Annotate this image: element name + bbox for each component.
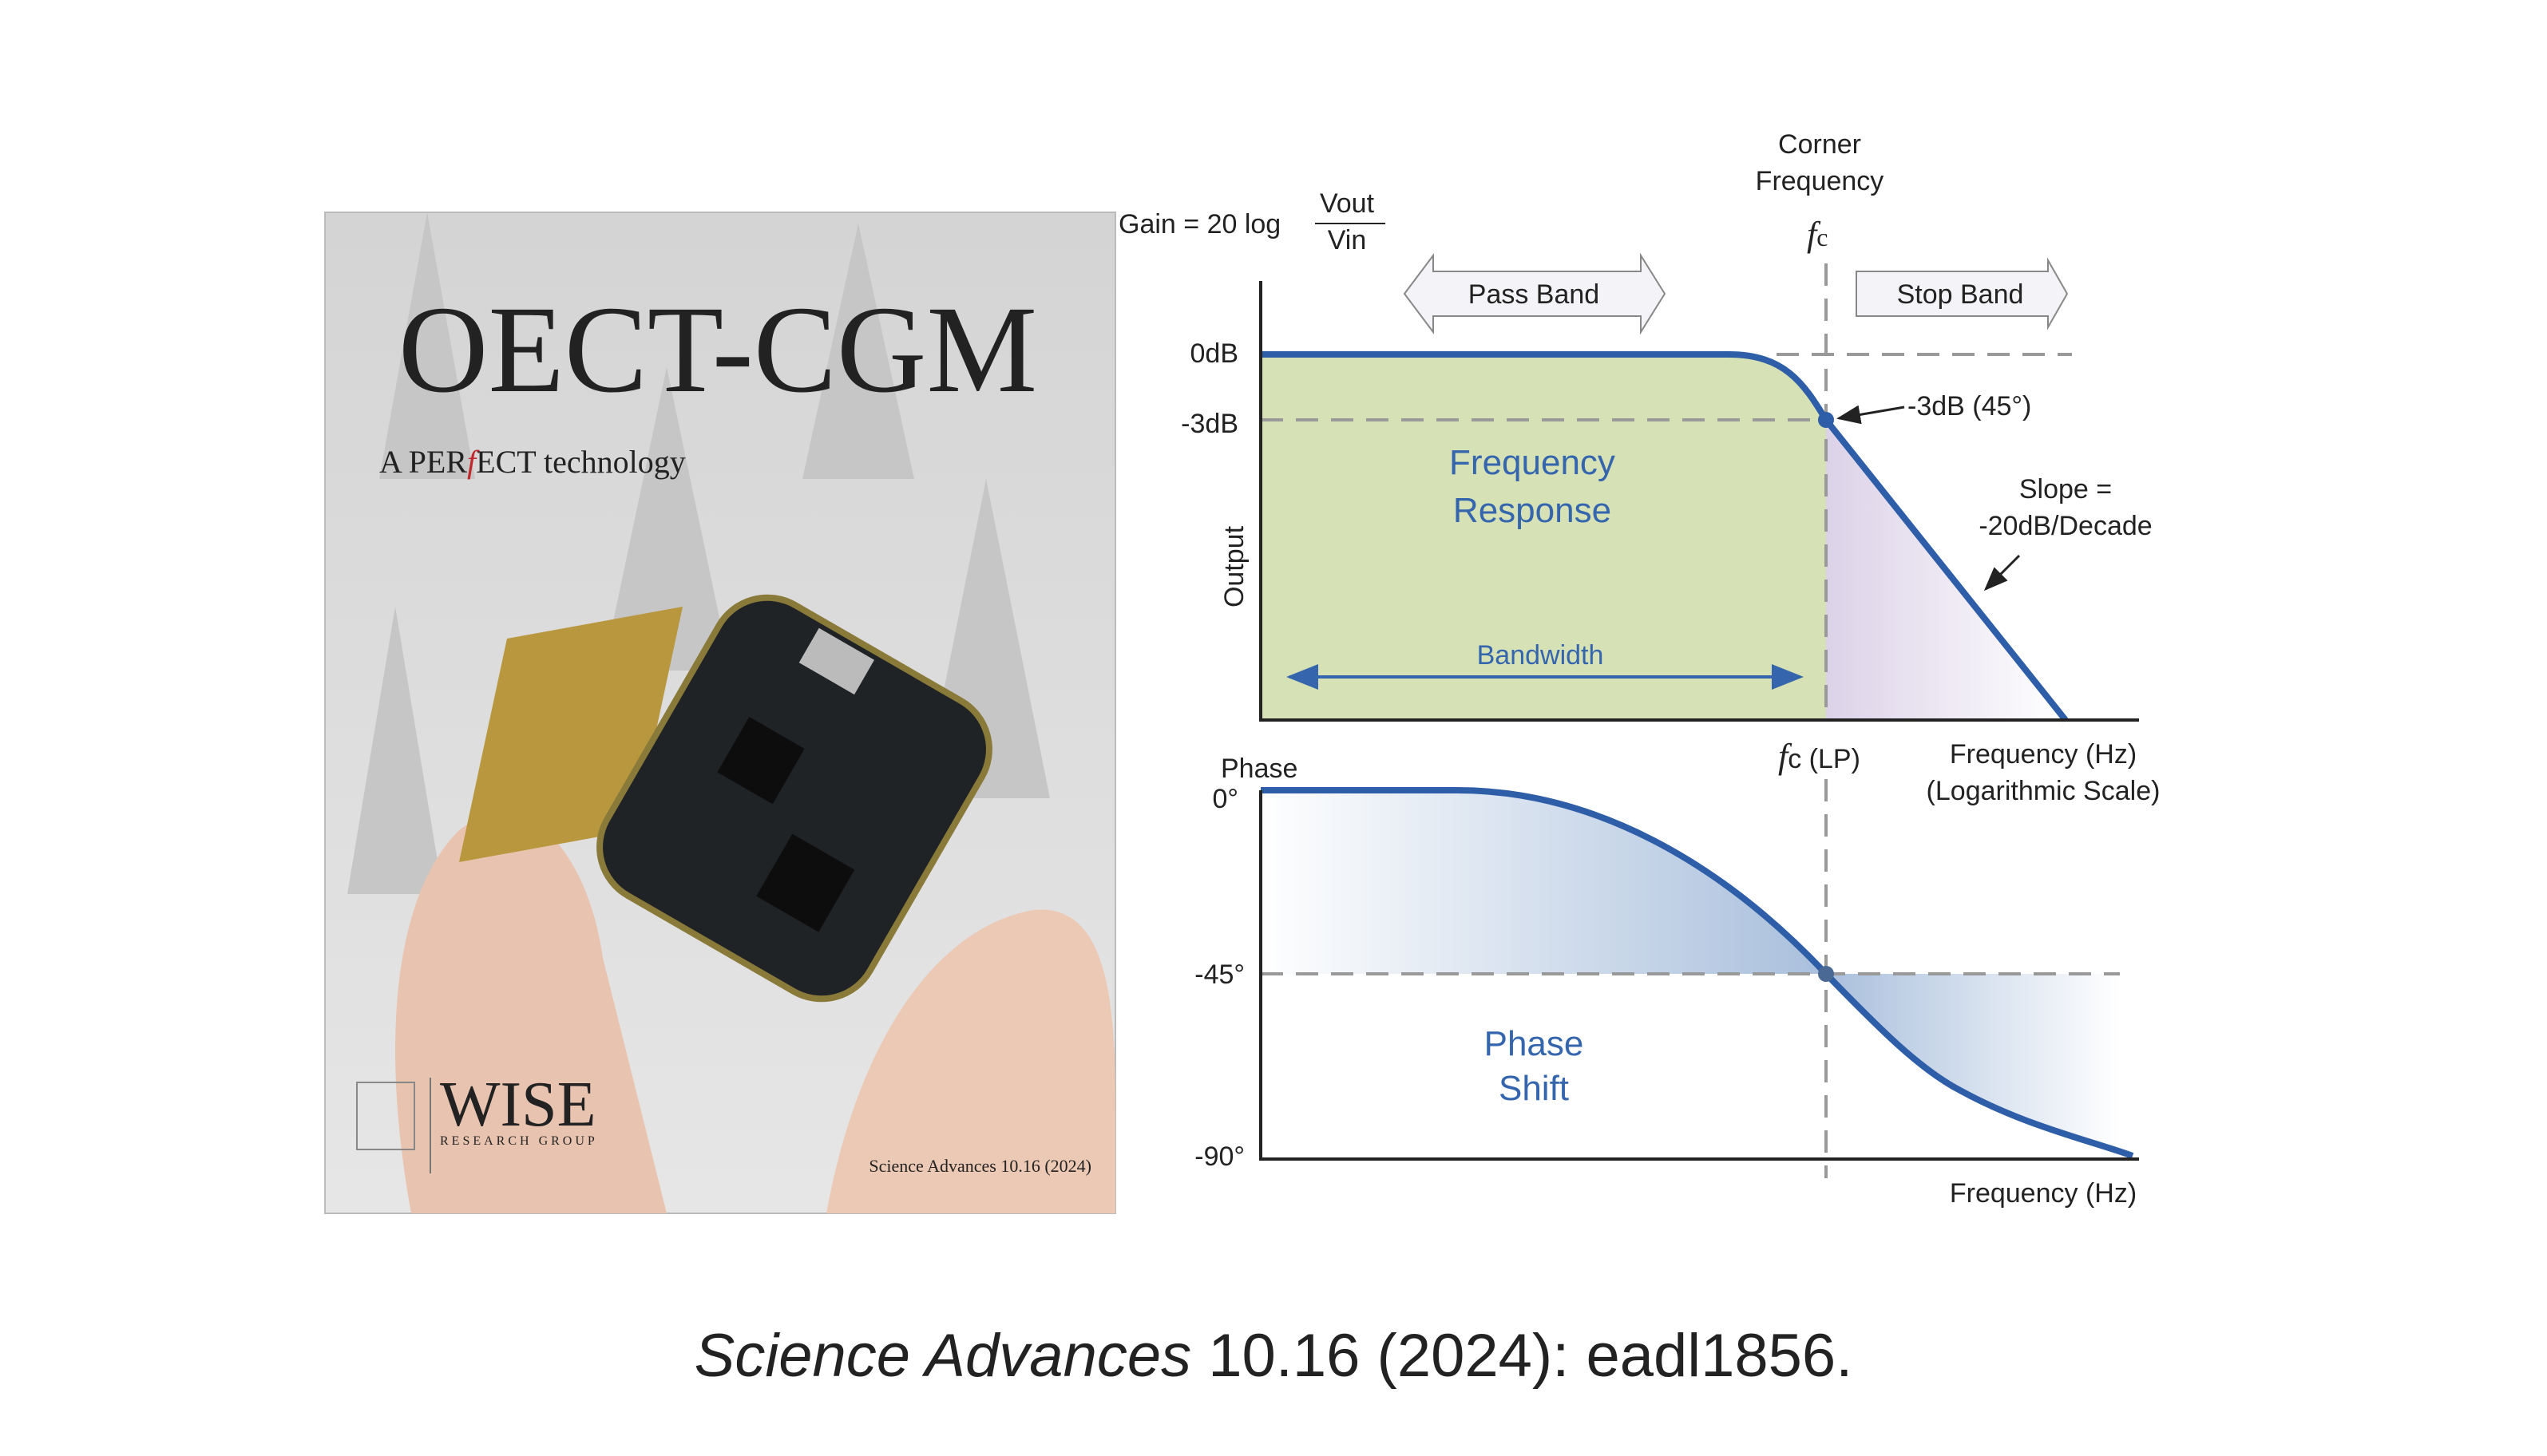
- freq-label: (Logarithmic Scale): [1927, 776, 2161, 806]
- slope-label: Slope =: [2019, 474, 2112, 504]
- fc-lp-text: c (LP): [1788, 744, 1860, 774]
- caption-rest: 10.16 (2024): eadl1856.: [1191, 1322, 1852, 1390]
- cover-title: OECT-CGM: [398, 280, 1037, 418]
- pass-band: Pass Band: [1468, 279, 1599, 310]
- pass-band-arrow: [1403, 252, 1666, 335]
- finger: [395, 813, 667, 1213]
- phase-point: [1818, 966, 1834, 982]
- logo-sub: RESEARCH GROUP: [440, 1134, 598, 1148]
- deg90: -90°: [1194, 1141, 1245, 1172]
- phase-shift: Phase: [1484, 1024, 1584, 1063]
- corner-label: Corner: [1778, 129, 1861, 160]
- caption-journal: Science Advances: [695, 1322, 1191, 1390]
- stop-band: Stop Band: [1897, 279, 2024, 310]
- minus3-db: -3dB: [1181, 409, 1238, 439]
- thumb: [826, 909, 1115, 1213]
- fc-c: c: [1816, 223, 1828, 251]
- fc-lp: fc (LP): [1778, 737, 1860, 776]
- deg0: 0°: [1212, 784, 1238, 814]
- phase-shift: Shift: [1499, 1069, 1569, 1108]
- slope-label: -20dB/Decade: [1979, 511, 2152, 541]
- zero-db: 0dB: [1190, 338, 1239, 369]
- bode-plot: Pass Band Stop Band Gain = 20 log Vout V…: [1119, 129, 2160, 1209]
- phase-label: Phase: [1221, 754, 1297, 784]
- phase-fill-left: [1261, 790, 1826, 974]
- subtitle-part: ECT technology: [476, 444, 686, 480]
- minus3-note: -3dB (45°): [1907, 391, 2031, 421]
- caption: Science Advances 10.16 (2024): eadl1856.: [695, 1322, 1853, 1390]
- bandwidth-label: Bandwidth: [1477, 640, 1604, 671]
- gain-label: Gain = 20 log: [1119, 209, 1281, 239]
- gain-curve: [1261, 351, 2069, 722]
- output-label: Output: [1219, 525, 1250, 607]
- corner-label: Frequency: [1756, 166, 1884, 196]
- cones: [347, 212, 1050, 894]
- response-label: Response: [1453, 491, 1611, 530]
- passband-fill: [1261, 354, 1826, 720]
- freq-label: Frequency (Hz): [1950, 739, 2137, 770]
- axes-top: [1259, 281, 2139, 722]
- response-label: Frequency: [1449, 443, 1615, 482]
- stop-band-arrow: [1856, 257, 2069, 330]
- crest: [356, 1082, 415, 1150]
- note-arrow: [1836, 405, 1905, 425]
- axes-bottom: [1259, 790, 2139, 1161]
- cover: OECT-CGM A PERfECT technology WISE RESEA…: [324, 212, 1116, 1214]
- deg45: -45°: [1194, 959, 1245, 990]
- gain-den: Vin: [1328, 225, 1367, 255]
- board: [596, 594, 992, 1003]
- phase-curve: [1261, 787, 2134, 1159]
- cover-subtitle: A PERfECT technology: [379, 444, 686, 480]
- fc-symbol: fc: [1807, 215, 1828, 254]
- cover-footer: Science Advances 10.16 (2024): [869, 1156, 1091, 1176]
- slope-arrow: [1983, 554, 2021, 592]
- corner-point: [1818, 412, 1834, 428]
- freq-bottom: Frequency (Hz): [1950, 1178, 2137, 1209]
- logo: WISE: [440, 1070, 596, 1140]
- subtitle-part: A PER: [379, 444, 467, 480]
- gain-num: Vout: [1320, 188, 1375, 219]
- phase-fill-right: [1826, 974, 2120, 1148]
